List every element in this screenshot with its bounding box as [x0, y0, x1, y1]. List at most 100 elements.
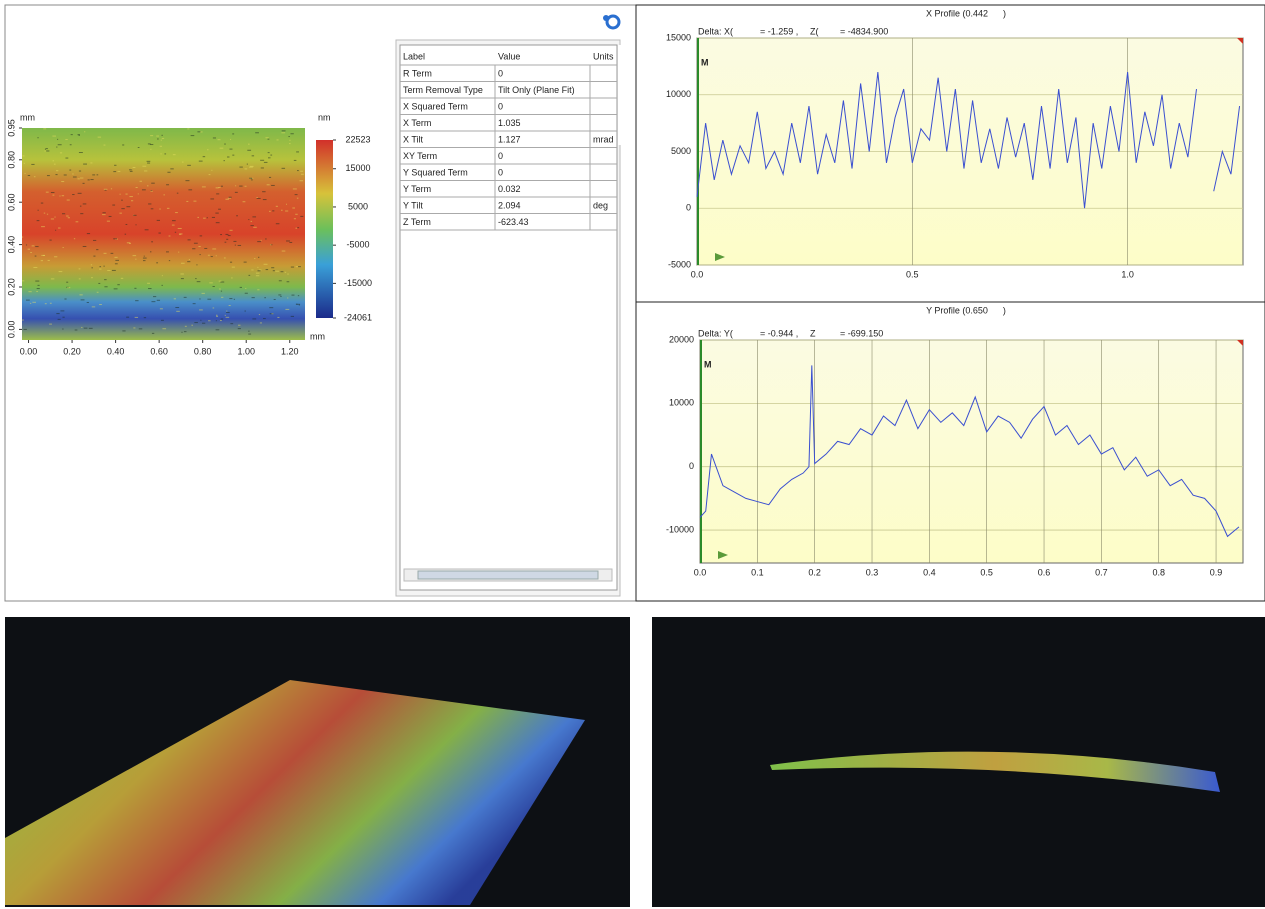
speckle	[219, 320, 222, 322]
speckle	[130, 200, 134, 202]
table-cell: 0	[498, 151, 503, 161]
speckle	[110, 188, 113, 190]
table-cell: R Term	[403, 69, 432, 79]
speckle	[62, 247, 64, 249]
speckle	[248, 274, 251, 276]
y-tick-label: 15000	[666, 32, 691, 42]
speckle	[82, 203, 87, 205]
speckle	[30, 252, 32, 254]
speckle	[187, 128, 190, 130]
speckle	[132, 167, 136, 169]
y-tick-label: 10000	[666, 89, 691, 99]
table-cell: Y Tilt	[403, 201, 423, 211]
speckle	[131, 168, 133, 170]
speckle	[200, 319, 202, 321]
speckle	[103, 188, 108, 190]
y-tick-label: 0	[689, 461, 694, 471]
speckle	[250, 220, 253, 222]
speckle	[104, 189, 107, 191]
speckle	[263, 161, 268, 163]
z-unit: nm	[318, 112, 331, 122]
speckle	[273, 298, 276, 300]
x-tick-label: 0.40	[107, 346, 125, 356]
speckle	[247, 143, 250, 145]
speckle	[220, 290, 223, 292]
speckle	[295, 227, 298, 229]
speckle	[300, 170, 304, 172]
speckle	[103, 265, 105, 267]
speckle	[269, 307, 274, 309]
speckle	[196, 264, 198, 266]
speckle	[269, 210, 271, 212]
speckle	[72, 173, 74, 175]
speckle	[181, 161, 184, 163]
speckle	[296, 303, 301, 305]
speckle	[33, 176, 36, 178]
speckle	[81, 326, 83, 328]
speckle	[46, 150, 50, 152]
speckle	[61, 195, 65, 197]
speckle	[207, 298, 212, 300]
speckle	[199, 235, 203, 237]
speckle	[276, 139, 279, 141]
table-cell: Z Term	[403, 217, 431, 227]
speckle	[188, 259, 190, 261]
speckle	[147, 282, 151, 284]
profile-line	[696, 71, 1241, 209]
speckle	[183, 296, 187, 298]
speckle	[203, 217, 206, 219]
speckle	[126, 316, 130, 318]
table-cell: 2.094	[498, 201, 521, 211]
speckle	[146, 160, 151, 162]
speckle	[26, 244, 28, 246]
speckle	[113, 171, 117, 173]
table-cell: 0	[498, 102, 503, 112]
speckle	[66, 215, 69, 217]
speckle	[117, 170, 121, 172]
speckle	[176, 192, 179, 194]
speckle	[170, 168, 174, 170]
speckle	[172, 154, 176, 156]
speckle	[96, 174, 99, 176]
table-panel	[399, 44, 618, 591]
speckle	[153, 296, 157, 298]
table-cell: 1.035	[498, 118, 521, 128]
speckle	[137, 193, 139, 195]
speckle	[35, 246, 39, 248]
speckle	[275, 270, 279, 272]
settings-icon[interactable]	[603, 14, 621, 30]
speckle	[262, 318, 266, 320]
speckle	[103, 252, 107, 254]
speckle	[190, 135, 195, 137]
speckle	[57, 318, 61, 320]
cursor-arrow	[718, 551, 728, 559]
speckle	[61, 213, 66, 215]
speckle	[129, 170, 133, 172]
speckle	[198, 246, 201, 248]
speckle	[120, 277, 124, 279]
speckle	[90, 179, 94, 181]
y-tick-label: 0.95	[6, 119, 16, 137]
surface-3d	[5, 680, 585, 905]
speckle	[299, 180, 304, 182]
x-tick-label: 0.2	[808, 567, 821, 577]
speckle	[215, 187, 219, 189]
speckle	[86, 233, 91, 235]
speckle	[148, 203, 152, 205]
x-tick-label: 0.00	[20, 346, 38, 356]
profile-line	[699, 365, 1240, 538]
speckle	[251, 155, 255, 157]
speckle	[138, 328, 143, 330]
speckle	[248, 219, 250, 221]
speckle	[32, 301, 36, 303]
speckle	[227, 235, 231, 237]
speckle	[66, 281, 69, 283]
marker-label: M	[701, 57, 709, 67]
speckle	[58, 271, 63, 273]
x-tick-label: 0.6	[1038, 567, 1051, 577]
speckle	[108, 215, 112, 217]
speckle	[159, 308, 163, 310]
speckle	[113, 288, 118, 290]
scroll-thumb[interactable]	[417, 570, 599, 580]
speckle	[65, 139, 68, 141]
